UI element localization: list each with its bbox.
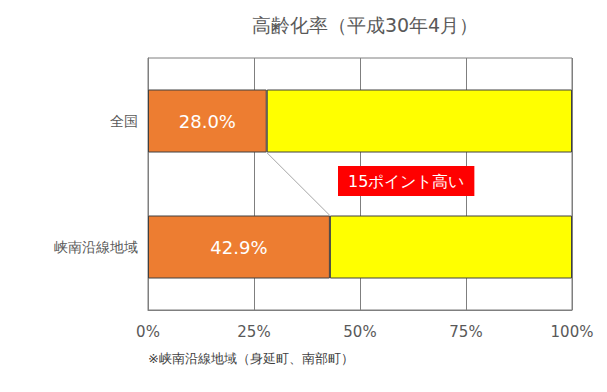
svg-text:全国: 全国	[110, 113, 138, 129]
svg-text:峡南沿線地域: 峡南沿線地域	[54, 239, 138, 255]
svg-text:42.9%: 42.9%	[210, 237, 267, 258]
svg-text:0%: 0%	[136, 323, 160, 341]
svg-text:高齢化率（平成30年4月）: 高齢化率（平成30年4月）	[252, 14, 478, 36]
svg-text:50%: 50%	[343, 323, 376, 341]
svg-text:75%: 75%	[449, 323, 482, 341]
svg-text:15ポイント高い: 15ポイント高い	[348, 172, 464, 191]
svg-text:100%: 100%	[551, 323, 594, 341]
svg-text:25%: 25%	[237, 323, 270, 341]
svg-text:※峡南沿線地域（身延町、南部町）: ※峡南沿線地域（身延町、南部町）	[148, 351, 354, 366]
svg-text:28.0%: 28.0%	[179, 111, 236, 132]
